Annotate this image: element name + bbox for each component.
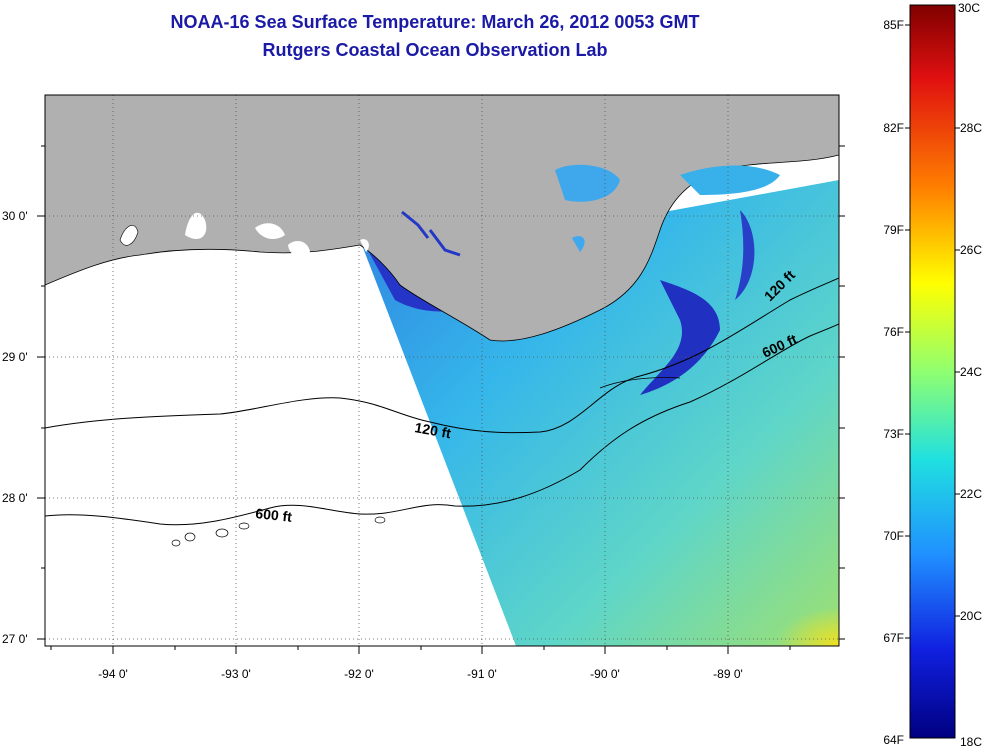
contour-label-120ft-west: 120 ft: [413, 419, 452, 441]
contour-120ft: [45, 277, 839, 434]
colorbar-label-c: 24C: [960, 365, 982, 379]
lat-label: 28 0': [2, 491, 28, 505]
colorbar-label-f: 79F: [883, 223, 904, 237]
colorbar-label-f: 67F: [883, 631, 904, 645]
colorbar-label-f: 73F: [883, 427, 904, 441]
map-ticks: [37, 145, 845, 654]
contour-label-600ft-west: 600 ft: [255, 505, 293, 525]
lon-label: -92 0': [344, 667, 374, 681]
temperature-colorbar: [909, 4, 956, 739]
lon-label: -91 0': [467, 667, 497, 681]
map-grid: [45, 95, 839, 646]
lon-label: -93 0': [221, 667, 251, 681]
lake-white: [185, 212, 207, 240]
colorbar-label-c: 18C: [960, 735, 982, 749]
inland-lake: [572, 235, 585, 252]
colorbar-ticks: [905, 24, 960, 639]
colorbar-label-c: 30C: [958, 1, 980, 15]
contour-shelf-edge: [599, 377, 681, 389]
lat-label: 29 0': [2, 350, 28, 364]
colorbar-label-c: 20C: [960, 609, 982, 623]
warm-water-patch: [700, 560, 839, 646]
lat-label: 30 0': [2, 209, 28, 223]
lon-label: -89 0': [713, 667, 743, 681]
contour-islands: [171, 516, 386, 547]
colorbar-label-c: 28C: [960, 121, 982, 135]
cold-plume-east: [735, 210, 755, 300]
lon-label: -90 0': [590, 667, 620, 681]
colorbar-label-f: 76F: [883, 325, 904, 339]
colorbar-label-f: 85F: [883, 18, 904, 32]
map-title: NOAA-16 Sea Surface Temperature: March 2…: [170, 12, 700, 32]
inland-water-channel-2: [401, 210, 430, 239]
cold-plume-mississippi: [640, 280, 720, 395]
lon-label: -94 0': [98, 667, 128, 681]
lake-pontchartrain: [555, 164, 620, 202]
colorbar-label-f: 70F: [883, 529, 904, 543]
colorbar-label-c: 26C: [960, 243, 982, 257]
lake-small: [360, 239, 369, 252]
lat-label: 27 0': [2, 632, 28, 646]
mississippi-sound: [680, 165, 780, 195]
lake-sabine: [288, 240, 310, 257]
map-subtitle: Rutgers Coastal Ocean Observation Lab: [262, 40, 608, 60]
colorbar-label-c: 22C: [960, 487, 982, 501]
colorbar-label-f: 82F: [883, 121, 904, 135]
colorbar-label-f: 64F: [883, 733, 904, 747]
inland-water-channel: [428, 229, 461, 257]
lake-calcasieu: [119, 225, 139, 246]
lake-grand: [255, 223, 285, 240]
contour-600ft: [45, 323, 839, 526]
map-frame: [44, 94, 840, 647]
